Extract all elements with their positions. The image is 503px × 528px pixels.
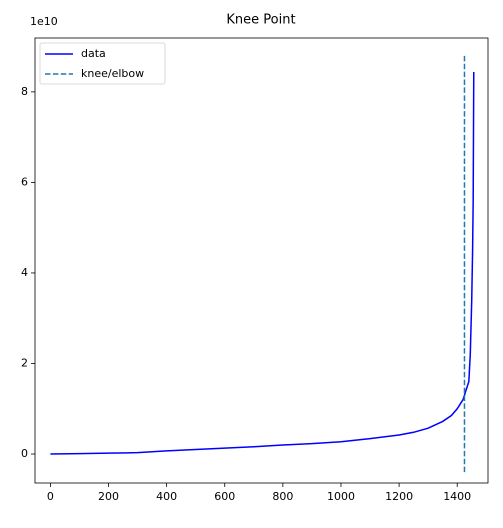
x-tick-label: 1200 bbox=[385, 490, 413, 503]
legend-label: data bbox=[81, 47, 106, 60]
y-tick-label: 8 bbox=[21, 85, 28, 98]
plot-frame bbox=[34, 37, 489, 484]
legend-label: knee/elbow bbox=[81, 67, 144, 80]
x-tick-label: 800 bbox=[272, 490, 293, 503]
y-tick-label: 4 bbox=[21, 266, 28, 279]
x-tick-label: 1000 bbox=[327, 490, 355, 503]
y-tick-label: 0 bbox=[21, 447, 28, 460]
y-tick-label: 2 bbox=[21, 356, 28, 369]
series-line bbox=[50, 71, 475, 455]
x-tick-label: 200 bbox=[98, 490, 119, 503]
x-tick-label: 600 bbox=[214, 490, 235, 503]
y-offset-label: 1e10 bbox=[30, 15, 58, 28]
y-tick-label: 6 bbox=[21, 175, 28, 188]
x-tick-label: 1400 bbox=[443, 490, 471, 503]
x-tick-label: 0 bbox=[47, 490, 54, 503]
chart-title: Knee Point bbox=[226, 13, 295, 28]
x-tick-label: 400 bbox=[156, 490, 177, 503]
